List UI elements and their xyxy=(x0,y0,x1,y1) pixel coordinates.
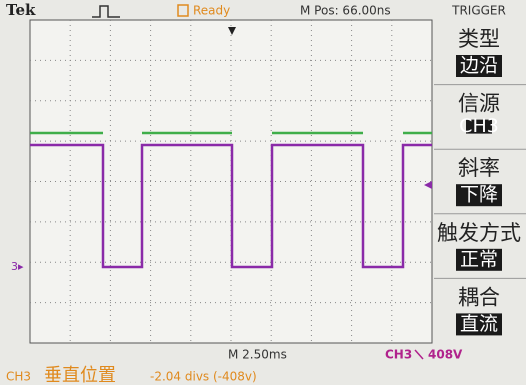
trigger-source: CH3 xyxy=(385,348,412,362)
trigger-level: 408V xyxy=(428,348,463,362)
menu-value: 正常 xyxy=(460,248,498,270)
menu-label: 信源 xyxy=(458,92,500,116)
ch3-ground-marker: 3▸ xyxy=(11,260,24,273)
menu-label: 斜率 xyxy=(458,156,500,180)
status-channel: CH3 xyxy=(6,370,31,384)
brand: Tek xyxy=(6,1,36,19)
menu-value: CH3 xyxy=(459,115,499,137)
scope-screen: Tek Ready M Pos: 66.00ns TRIGGER 3▸ 类型边沿… xyxy=(0,0,526,385)
status: Ready xyxy=(193,4,230,18)
menu-label: 触发方式 xyxy=(437,221,521,245)
page: {"header":{"brand":"Tek","status":"Ready… xyxy=(0,0,526,385)
menu-value: 边沿 xyxy=(460,55,498,77)
status-value: -2.04 divs (-408v) xyxy=(150,370,257,384)
menu-value: 直流 xyxy=(460,313,498,335)
status-setting: 垂直位置 xyxy=(44,365,116,385)
menu-title: TRIGGER xyxy=(451,4,506,18)
menu-label: 类型 xyxy=(458,27,500,51)
timebase: M 2.50ms xyxy=(228,348,287,362)
position: M Pos: 66.00ns xyxy=(300,4,391,18)
menu-label: 耦合 xyxy=(458,285,500,309)
menu-value: 下降 xyxy=(460,184,498,206)
